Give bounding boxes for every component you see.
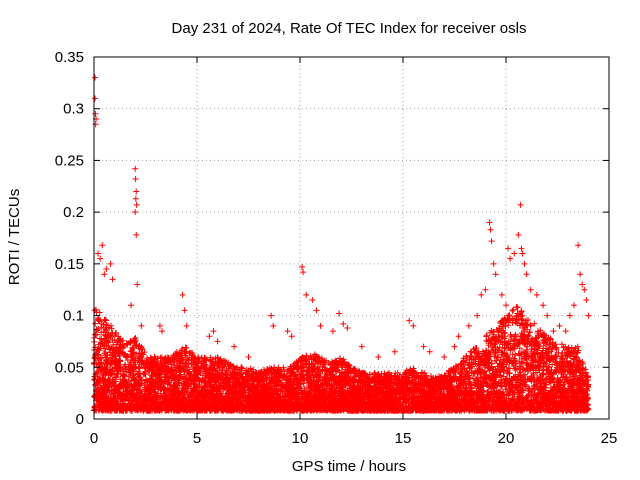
data-point (471, 348, 478, 355)
data-point (396, 391, 403, 398)
data-point (527, 322, 534, 329)
data-point (492, 357, 499, 364)
data-point (555, 368, 562, 375)
data-point (519, 316, 526, 323)
data-point (515, 316, 522, 323)
data-points (91, 74, 592, 414)
data-point (344, 362, 351, 369)
grid-lines (94, 57, 609, 419)
data-point (539, 355, 546, 362)
data-point (109, 354, 116, 361)
data-point (531, 320, 538, 327)
data-point (523, 321, 530, 328)
data-point (520, 373, 527, 380)
data-point (527, 363, 534, 370)
data-point (117, 376, 124, 383)
